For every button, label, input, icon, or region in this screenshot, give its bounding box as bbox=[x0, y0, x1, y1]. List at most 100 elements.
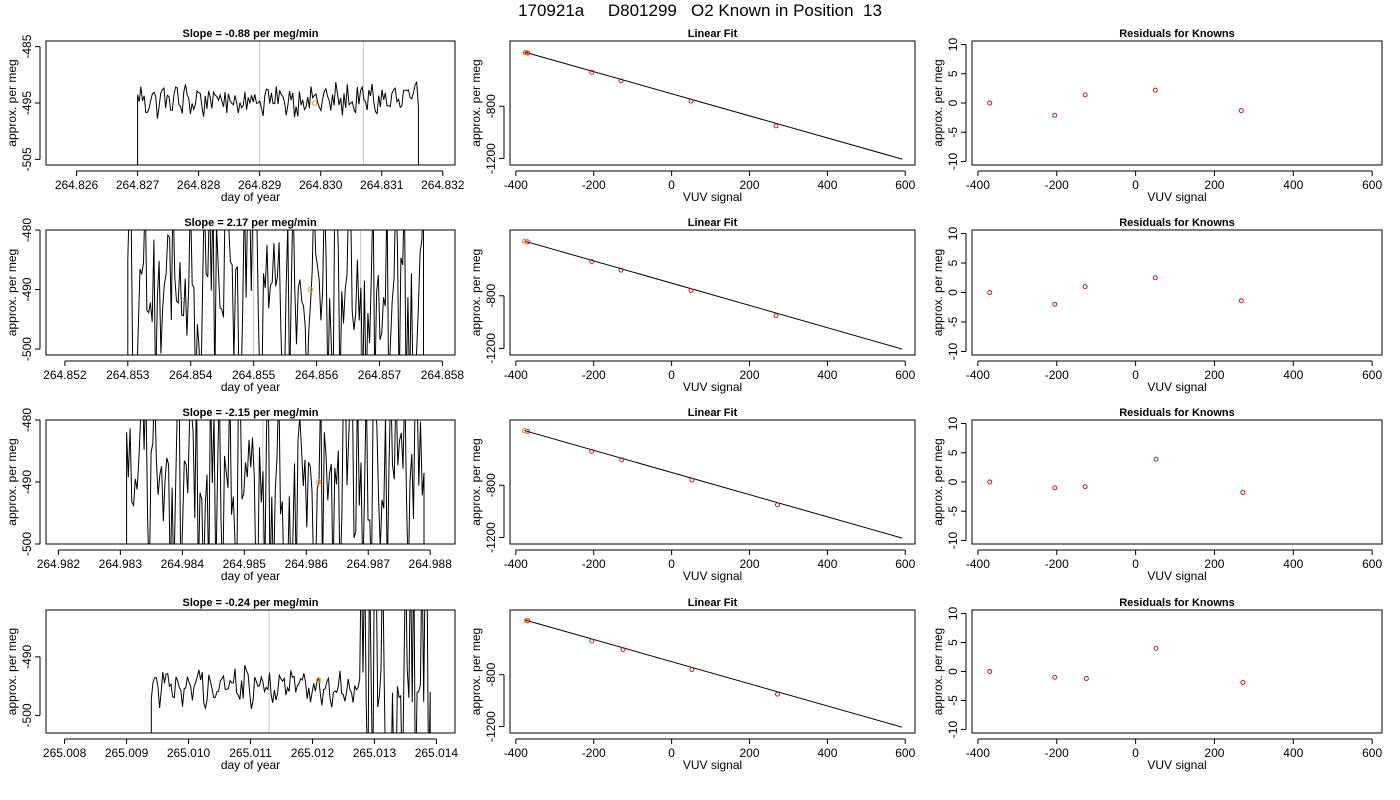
x-tick-label: -400 bbox=[504, 746, 528, 760]
y-tick-label: -500 bbox=[20, 532, 34, 556]
data-point bbox=[589, 448, 595, 454]
y-axis-label: approx. per meg bbox=[469, 59, 483, 146]
x-tick-label: -400 bbox=[966, 368, 990, 382]
plot-frame bbox=[509, 229, 916, 356]
data-point bbox=[618, 267, 624, 273]
plot-frame bbox=[971, 40, 1383, 166]
chart-panel: Slope = -2.15 per meg/min 264.982 264.983 2… bbox=[5, 407, 456, 583]
data-point bbox=[1052, 112, 1058, 118]
x-tick-label: -200 bbox=[1045, 368, 1069, 382]
plot-frame bbox=[509, 419, 916, 545]
highlight-point bbox=[315, 677, 322, 683]
fit-line bbox=[524, 430, 903, 539]
data-point bbox=[987, 669, 993, 674]
x-tick-label: -200 bbox=[582, 368, 606, 382]
x-tick-label: 200 bbox=[739, 178, 759, 192]
y-axis-label: approx. per meg bbox=[469, 438, 483, 525]
x-tick-label: 400 bbox=[817, 557, 837, 571]
x-axis-label: day of year bbox=[221, 380, 280, 394]
x-tick-label: 400 bbox=[817, 368, 837, 382]
data-point bbox=[1240, 490, 1246, 495]
y-tick-label: -800 bbox=[484, 662, 498, 686]
data-trace bbox=[126, 420, 425, 544]
y-tick-label: -500 bbox=[20, 703, 34, 727]
data-point bbox=[589, 259, 595, 265]
x-axis-label: VUV signal bbox=[683, 758, 742, 772]
y-tick-label: -490 bbox=[20, 470, 34, 494]
data-point bbox=[1153, 456, 1159, 462]
x-tick-label: 600 bbox=[895, 557, 915, 571]
data-point bbox=[1153, 645, 1159, 651]
x-tick-label: 0 bbox=[1132, 178, 1139, 192]
y-tick-label: -5 bbox=[946, 695, 960, 706]
x-tick-label: -200 bbox=[1045, 557, 1069, 571]
y-tick-label: -5 bbox=[946, 316, 960, 327]
y-tick-label: 5 bbox=[946, 449, 960, 456]
x-tick-label: 265.014 bbox=[415, 746, 459, 760]
x-tick-label: -200 bbox=[1045, 178, 1069, 192]
plot-area bbox=[137, 41, 419, 165]
x-tick-label: 600 bbox=[895, 178, 915, 192]
data-point bbox=[1052, 674, 1058, 680]
x-tick-label: 600 bbox=[1362, 178, 1382, 192]
plot-area bbox=[987, 275, 1244, 307]
chart-title: Slope = 2.17 per meg/min bbox=[184, 217, 317, 229]
y-tick-label: -480 bbox=[20, 218, 34, 242]
y-tick-label: 5 bbox=[946, 259, 960, 266]
x-tick-label: 265.008 bbox=[43, 746, 87, 760]
x-tick-label: 264.828 bbox=[177, 178, 221, 192]
x-axis-label: VUV signal bbox=[683, 190, 742, 204]
x-tick-label: 264.984 bbox=[161, 557, 205, 571]
chart-title: Residuals for Knowns bbox=[1119, 217, 1235, 229]
y-tick-label: -480 bbox=[20, 408, 34, 432]
plot-frame bbox=[509, 40, 916, 166]
x-tick-label: 264.854 bbox=[169, 368, 213, 382]
y-tick-label: -1200 bbox=[484, 522, 498, 553]
x-tick-label: -400 bbox=[504, 557, 528, 571]
plot-area bbox=[987, 87, 1244, 118]
x-axis-label: VUV signal bbox=[1147, 758, 1206, 772]
x-tick-label: 264.830 bbox=[299, 178, 343, 192]
x-tick-label: 264.983 bbox=[99, 557, 143, 571]
chart-panel: Slope = -0.88 per meg/min 264.826 264.827 2… bbox=[5, 28, 465, 204]
data-point bbox=[1152, 87, 1158, 93]
data-point bbox=[1052, 485, 1058, 491]
highlight-point bbox=[523, 50, 529, 55]
plot-area bbox=[521, 428, 903, 539]
main-title: 170921a D801299 O2 Known in Position 13 bbox=[518, 1, 882, 20]
plot-frame bbox=[971, 229, 1383, 356]
x-tick-label: -200 bbox=[1045, 746, 1069, 760]
y-tick-label: -1200 bbox=[484, 333, 498, 364]
plot-frame bbox=[509, 609, 916, 734]
x-tick-label: 200 bbox=[1204, 178, 1224, 192]
x-tick-label: 265.013 bbox=[353, 746, 397, 760]
y-tick-label: 10 bbox=[946, 38, 960, 52]
highlight-point bbox=[311, 100, 318, 106]
y-tick-label: 0 bbox=[946, 668, 960, 675]
chart-title: Residuals for Knowns bbox=[1119, 597, 1235, 609]
data-point bbox=[689, 667, 695, 673]
data-point bbox=[589, 69, 595, 75]
x-tick-label: 264.856 bbox=[295, 368, 339, 382]
x-tick-label: -400 bbox=[966, 178, 990, 192]
x-axis-label: day of year bbox=[221, 569, 280, 583]
y-tick-label: -10 bbox=[946, 342, 960, 360]
x-tick-label: 264.987 bbox=[347, 557, 391, 571]
x-tick-label: 0 bbox=[668, 557, 675, 571]
x-tick-label: -400 bbox=[504, 178, 528, 192]
data-point bbox=[688, 98, 694, 104]
highlight-point bbox=[523, 617, 529, 623]
plot-area bbox=[987, 456, 1246, 495]
y-tick-label: -10 bbox=[946, 721, 960, 739]
plot-area bbox=[523, 617, 903, 728]
data-point bbox=[619, 457, 625, 463]
chart-panel: Linear Fit -400 -200 0 200 400 600 VUV signal -8… bbox=[469, 217, 916, 394]
plot-frame bbox=[971, 609, 1383, 734]
data-point bbox=[1052, 301, 1058, 307]
fit-line bbox=[526, 619, 903, 728]
chart-title: Slope = -0.88 per meg/min bbox=[182, 28, 318, 40]
x-tick-label: 264.858 bbox=[421, 368, 465, 382]
y-tick-label: -1200 bbox=[484, 143, 498, 174]
data-point bbox=[688, 288, 694, 293]
data-point bbox=[1082, 284, 1088, 290]
